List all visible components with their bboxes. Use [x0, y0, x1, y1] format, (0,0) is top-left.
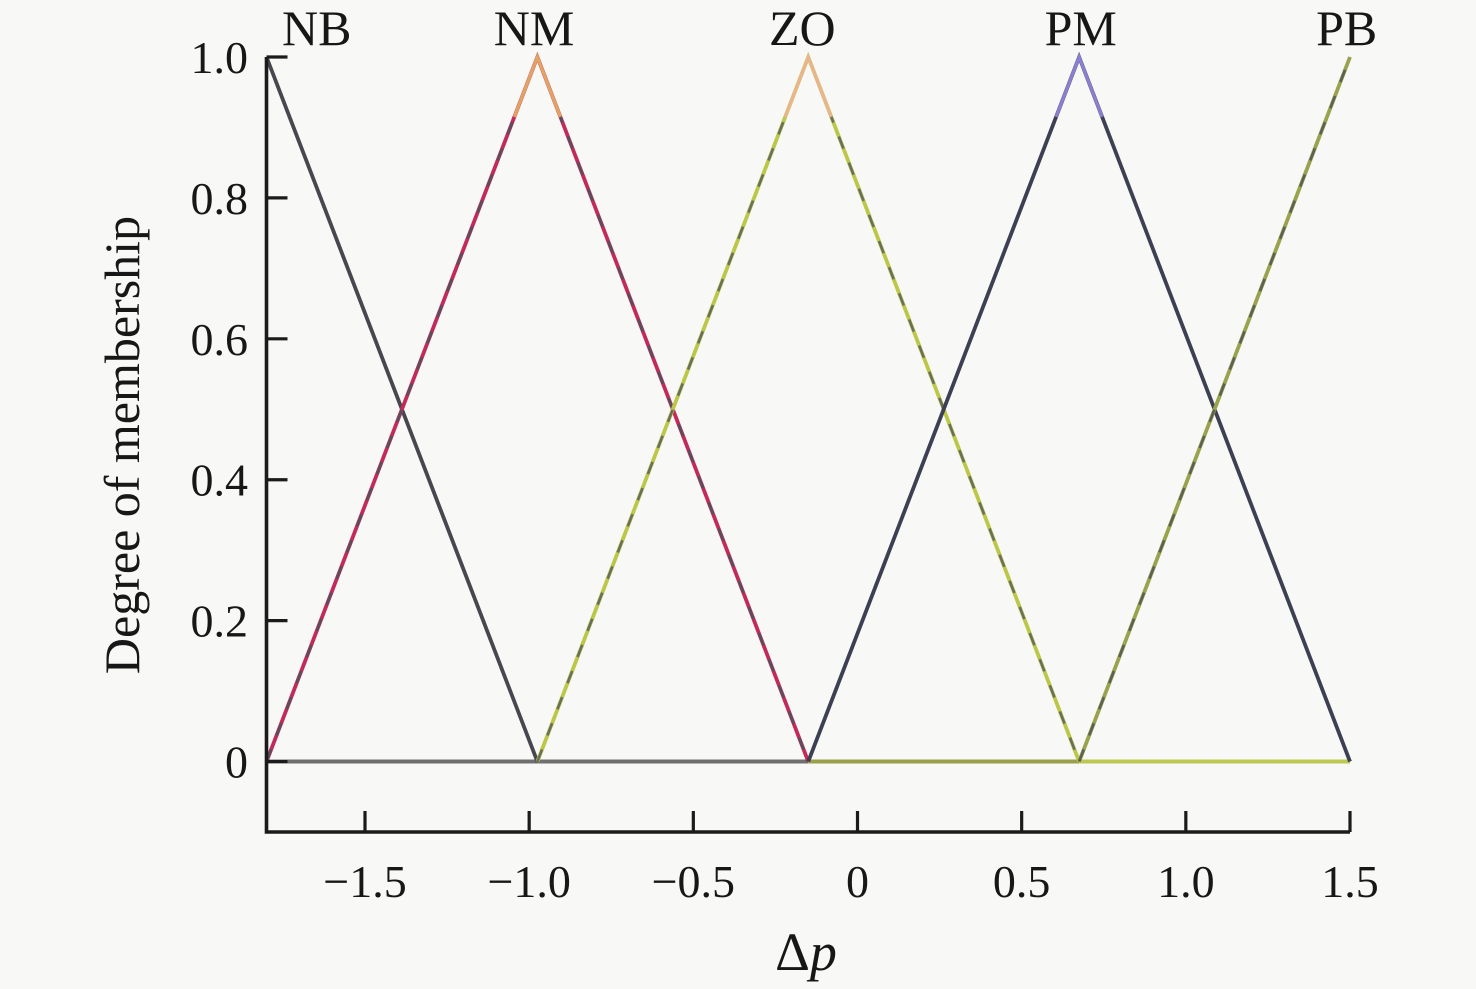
x-tick-label: 0	[846, 856, 869, 907]
mf-line-pb	[1077, 56, 1352, 763]
y-tick-label: 0.2	[191, 596, 249, 647]
x-tick-label: −1.0	[487, 856, 570, 907]
y-tick-label: 1.0	[191, 32, 249, 83]
y-axis-title: Degree of membership	[94, 215, 150, 675]
mf-line-pm	[806, 51, 1352, 763]
y-axis-ticks: 0 0.2 0.4 0.6 0.8 1.0	[191, 32, 288, 788]
x-axis-ticks: −1.5 −1.0 −0.5 0 0.5 1.0 1.5	[323, 811, 1379, 907]
mf-pb: PB	[1077, 0, 1377, 763]
x-tick-label: 0.5	[993, 856, 1051, 907]
mf-label-pm: PM	[1045, 0, 1117, 56]
delta-symbol: Δ	[775, 922, 810, 982]
mf-line-nm	[264, 51, 811, 763]
mf-label-zo: ZO	[769, 0, 836, 56]
mf-line-overlay-zo	[536, 53, 1081, 763]
x-tick-label: −0.5	[652, 856, 735, 907]
mf-pm: PM	[806, 0, 1352, 763]
mf-line-overlay-nm	[265, 53, 810, 763]
mf-nb: NB	[264, 0, 540, 763]
mf-peak-tip-zo	[783, 52, 833, 118]
x-tick-label: 1.0	[1157, 856, 1215, 907]
x-axis-title: Δp	[775, 921, 837, 983]
x-tick-label: 1.5	[1321, 856, 1379, 907]
mf-nm: NM	[264, 0, 811, 763]
y-tick-label: 0.4	[191, 455, 249, 506]
y-tick-label: 0	[225, 737, 248, 788]
axes-spines	[264, 57, 1350, 834]
y-tick-label: 0.8	[191, 173, 249, 224]
mf-label-nm: NM	[494, 0, 575, 56]
x-variable-symbol: p	[809, 922, 837, 982]
mf-label-nb: NB	[282, 0, 351, 56]
mf-peak-tip-pm	[1054, 52, 1104, 118]
x-tick-label: −1.5	[323, 856, 406, 907]
mf-zo: ZO	[535, 0, 1081, 763]
mf-label-pb: PB	[1316, 0, 1377, 56]
mf-line-zo	[535, 51, 1081, 763]
mf-peak-tip-nm	[512, 52, 562, 118]
y-tick-label: 0.6	[191, 314, 249, 365]
